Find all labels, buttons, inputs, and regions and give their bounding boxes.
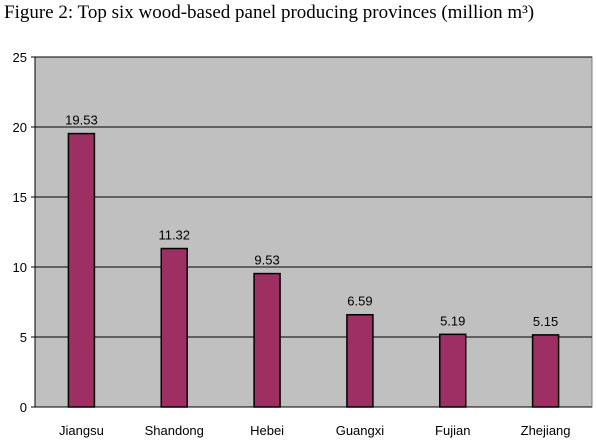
y-tick-label: 10: [13, 260, 27, 275]
data-label-zhejiang: 5.15: [533, 314, 558, 329]
x-tick-label-fujian: Fujian: [435, 423, 470, 438]
x-tick-label-shandong: Shandong: [145, 423, 204, 438]
bar-guangxi: [346, 313, 374, 408]
y-tick-label: 25: [13, 50, 27, 65]
x-tick-label-hebei: Hebei: [250, 423, 284, 438]
data-label-jiangsu: 19.53: [65, 113, 98, 128]
bar-hebei: [253, 272, 281, 408]
bar-fujian: [439, 333, 467, 408]
bar-zhejiang: [531, 334, 560, 408]
data-label-shandong: 11.32: [158, 228, 190, 243]
data-label-hebei: 9.53: [254, 253, 279, 268]
bar-jiangsu: [67, 132, 96, 408]
x-tick-label-jiangsu: Jiangsu: [59, 423, 104, 438]
plot-area: [34, 56, 593, 408]
y-tick-label: 15: [13, 190, 27, 205]
y-tick-label: 20: [13, 120, 27, 135]
x-tick-label-guangxi: Guangxi: [336, 423, 385, 438]
y-tick-label: 5: [20, 330, 27, 345]
chart-title: Figure 2: Top six wood-based panel produ…: [4, 2, 535, 23]
data-label-fujian: 5.19: [440, 313, 465, 328]
bar-shandong: [160, 247, 188, 408]
data-label-guangxi: 6.59: [347, 294, 372, 309]
x-tick-label-zhejiang: Zhejiang: [521, 423, 571, 438]
y-tick-label: 0: [20, 400, 27, 415]
